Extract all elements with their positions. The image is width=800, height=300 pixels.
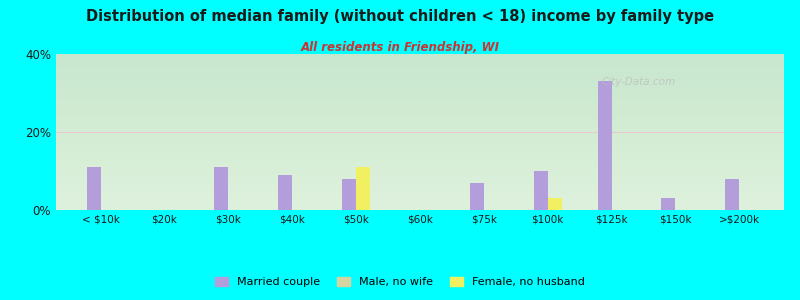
Bar [598, 81, 611, 210]
Legend: Married couple, Male, no wife, Female, no husband: Married couple, Male, no wife, Female, n… [210, 272, 590, 291]
Bar [470, 183, 484, 210]
Bar [86, 167, 101, 210]
Bar [548, 198, 562, 210]
Text: Distribution of median family (without children < 18) income by family type: Distribution of median family (without c… [86, 9, 714, 24]
Bar [356, 167, 370, 210]
Bar [726, 179, 739, 210]
Bar [534, 171, 548, 210]
Bar [278, 175, 292, 210]
Bar [662, 198, 675, 210]
Bar [214, 167, 229, 210]
Bar [342, 179, 356, 210]
Text: All residents in Friendship, WI: All residents in Friendship, WI [301, 40, 499, 53]
Text: City-Data.com: City-Data.com [602, 77, 675, 87]
